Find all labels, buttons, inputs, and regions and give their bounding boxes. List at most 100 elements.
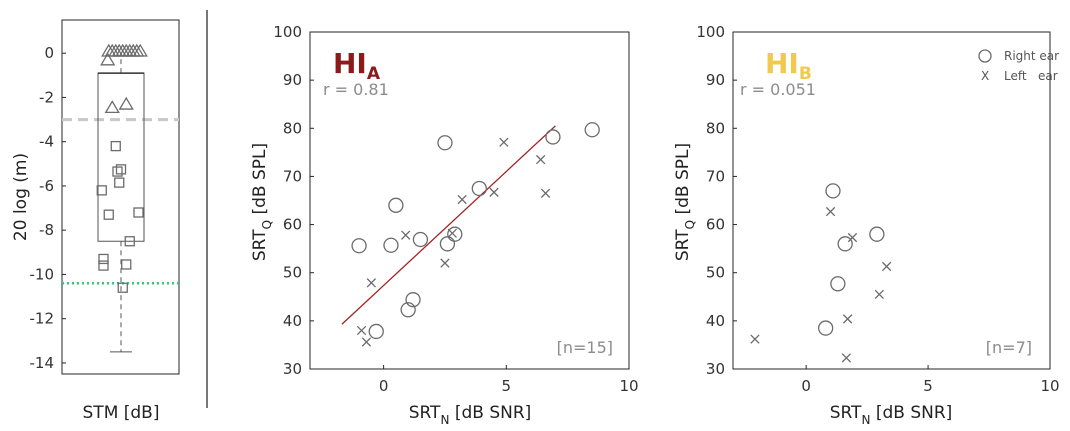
stm-y-tick-label: -8: [39, 221, 54, 239]
stm-box: [97, 53, 145, 353]
stm-square-point: [133, 207, 144, 218]
hi-a-left-ear-point: [366, 278, 377, 288]
stm-y-axis-label: 20 log (m): [11, 153, 31, 241]
hi-b-ticks: 0 5 10 30 40 50 60 70 80 90 100: [696, 23, 1059, 395]
hi-a-right-ear-point: [412, 231, 429, 248]
hi-b-left-ear-point: [825, 206, 836, 217]
hi-a-y-tick-label: 30: [283, 360, 302, 378]
hi-b-right-ear-point: [818, 320, 834, 336]
stm-triangle-point: [118, 96, 134, 110]
hi-a-left-ear-point: [489, 187, 499, 197]
hi-a-ticks: 0 5 10 30 40 50 60 70 80 90 100: [273, 23, 638, 395]
stm-markers: [96, 43, 148, 293]
hi-a-right-ear-point: [351, 238, 367, 254]
hi-a-y-tick-label: 50: [283, 264, 302, 282]
hi-b-right-ear-point: [825, 183, 841, 199]
hi-b-y-tick-label: 90: [706, 71, 725, 89]
stm-square-point: [98, 253, 109, 265]
hi-b-left-ear-point: [874, 289, 884, 300]
hi-a-y-tick-label: 70: [283, 167, 302, 185]
hi-b-right-ear-point: [869, 226, 885, 242]
hi-b-markers: [750, 183, 892, 363]
hi-b-n-label: [n=7]: [986, 338, 1032, 357]
legend-circle-marker: [978, 49, 992, 63]
hi-a-right-ear-point: [388, 197, 404, 213]
stm-square-point: [110, 140, 121, 152]
hi-a-right-ear-point: [400, 302, 416, 318]
stm-y-tick-label: -4: [39, 133, 54, 151]
hi-a-markers: [351, 122, 600, 347]
hi-b-scatter-panel: 0 5 10 30 40 50 60 70 80 90 100 HIB r = 0.051 [n=7…: [673, 23, 1060, 427]
legend-x-symbol: X: [981, 69, 989, 83]
hi-a-right-ear-point: [437, 135, 453, 151]
stm-triangle-point: [100, 52, 116, 66]
hi-a-y-tick-label: 100: [273, 23, 302, 41]
hi-a-left-ear-point: [536, 154, 546, 165]
hi-a-correlation: r = 0.81: [323, 80, 389, 99]
hi-b-y-tick-label: 100: [696, 23, 725, 41]
hi-b-left-ear-point: [881, 261, 892, 272]
hi-b-right-ear-point: [830, 276, 846, 292]
hi-b-y-tick-label: 40: [706, 312, 725, 330]
hi-a-n-label: [n=15]: [557, 338, 613, 357]
stm-boxplot-panel: 0 -2 -4 -6 -8 -10 -12 -14 20 log (m) STM [dB]: [11, 19, 180, 423]
hi-a-right-ear-point: [545, 129, 561, 145]
stm-box-rect: [97, 72, 145, 242]
hi-b-y-axis-label: SRTQ [dB SPL]: [673, 143, 697, 261]
hi-a-x-tick-label: 0: [379, 377, 389, 395]
hi-a-fit-line: [341, 125, 556, 325]
stm-y-ticks: 0 -2 -4 -6 -8 -10 -12 -14: [30, 44, 66, 372]
hi-a-y-axis-label: SRTQ [dB SPL]: [250, 143, 274, 261]
hi-a-right-ear-point: [383, 237, 399, 253]
stm-square-point: [103, 209, 114, 220]
hi-a-x-tick-label: 5: [502, 377, 512, 395]
hi-b-y-tick-label: 80: [706, 119, 725, 137]
hi-a-y-tick-label: 60: [283, 216, 302, 234]
hi-b-x-tick-label: 0: [801, 377, 811, 395]
hi-a-left-ear-point: [447, 228, 457, 238]
hi-a-right-ear-point: [439, 236, 456, 252]
hi-b-title: HIB: [765, 47, 812, 84]
hi-a-y-tick-label: 80: [283, 119, 302, 137]
hi-a-title: HIA: [333, 47, 381, 84]
stm-y-tick-label: -14: [30, 354, 55, 372]
hi-a-left-ear-point: [440, 258, 450, 268]
legend-left-ear-label: Left ear: [1004, 69, 1058, 83]
hi-a-left-ear-point: [499, 137, 509, 147]
stm-y-tick-label: -6: [39, 177, 54, 195]
hi-a-right-ear-point: [368, 323, 384, 340]
hi-a-right-ear-point: [447, 226, 463, 242]
hi-a-left-ear-point: [457, 194, 467, 205]
hi-b-x-tick-label: 10: [1040, 377, 1059, 395]
hi-b-y-tick-label: 30: [706, 360, 725, 378]
stm-square-point: [98, 260, 109, 271]
hi-a-y-tick-label: 40: [283, 312, 302, 330]
hi-a-scatter-panel: 0 5 10 30 40 50 60 70 80 90 100 HIA r = 0.81 [n=15…: [250, 23, 639, 427]
stm-square-point: [114, 177, 125, 188]
stm-y-tick-label: -10: [30, 265, 55, 283]
hi-a-x-axis-label: SRTN [dB SNR]: [409, 403, 532, 427]
stm-square-point: [124, 236, 135, 247]
legend-right-ear-label: Right ear: [1004, 49, 1059, 63]
stm-square-point: [96, 185, 107, 196]
stm-triangle-point: [132, 43, 148, 57]
hi-a-right-ear-point: [471, 180, 487, 197]
hi-b-y-tick-label: 50: [706, 264, 725, 282]
stm-square-point: [115, 164, 127, 175]
hi-b-left-ear-point: [750, 334, 760, 344]
hi-a-left-ear-point: [356, 325, 367, 336]
hi-a-right-ear-point: [584, 122, 600, 138]
hi-a-left-ear-point: [540, 188, 551, 198]
hi-b-x-axis-label: SRTN [dB SNR]: [830, 403, 953, 427]
hi-b-left-ear-point: [841, 353, 852, 363]
hi-b-left-ear-point: [847, 232, 858, 243]
stm-y-tick-label: 0: [44, 44, 54, 62]
hi-a-left-ear-point: [361, 337, 372, 347]
hi-b-x-tick-label: 5: [923, 377, 933, 395]
stm-square-point: [117, 282, 128, 293]
hi-b-left-ear-point: [842, 314, 853, 324]
stm-x-axis-label: STM [dB]: [83, 403, 160, 423]
stm-axes-frame: [61, 19, 180, 375]
hi-a-axes-frame: [309, 31, 630, 370]
